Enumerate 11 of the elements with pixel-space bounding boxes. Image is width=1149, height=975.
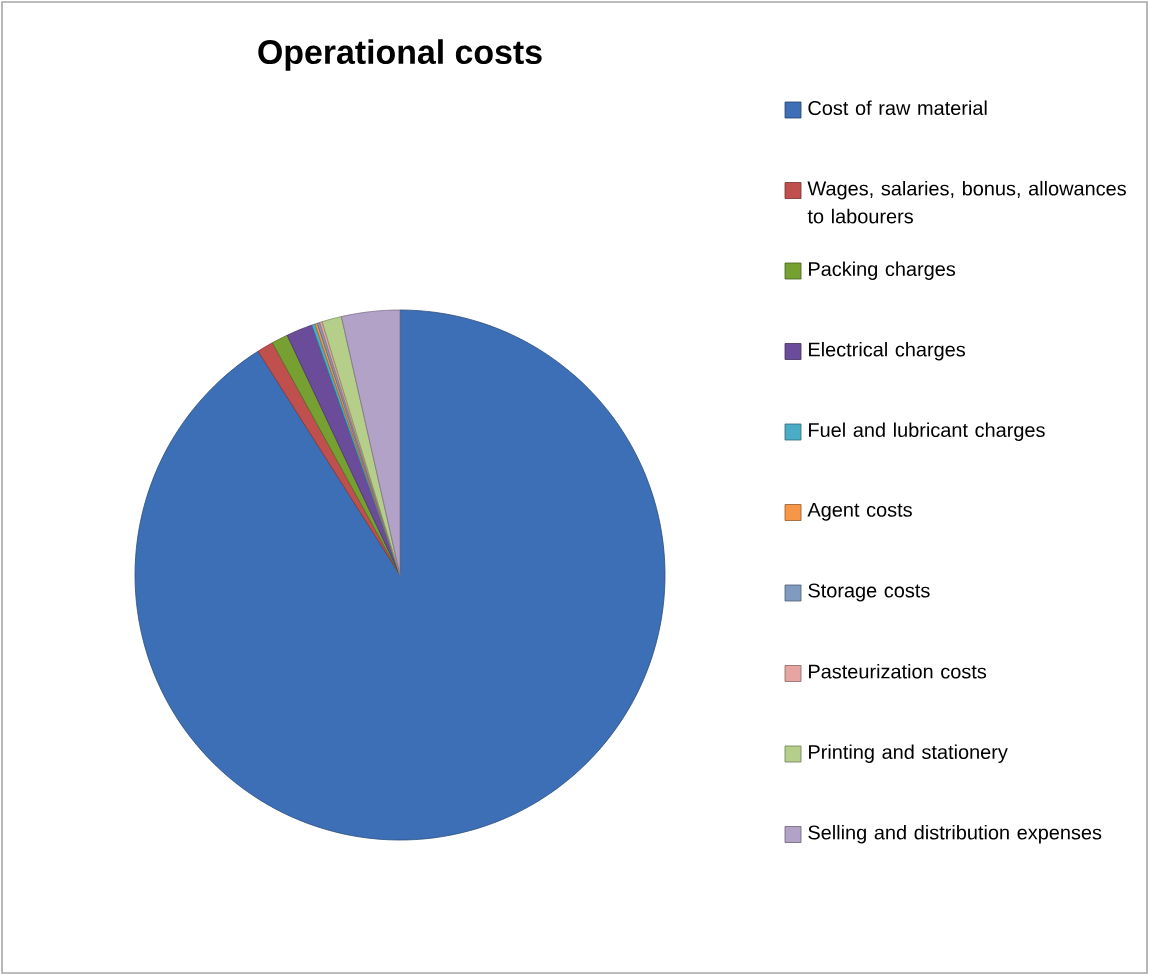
legend-label: Agent costs xyxy=(807,502,912,521)
chart-title: Operational costs xyxy=(258,39,542,71)
legend-label: Wages, salaries, bonus, allowances to labourers xyxy=(807,180,1126,224)
legend-label: Printing and stationery xyxy=(809,744,1008,763)
legend-label: Pasteurization costs xyxy=(809,663,987,679)
legend-label: Selling and distribution expenses xyxy=(808,824,1102,844)
legend-label: Fuel and lubricant charges xyxy=(809,422,1045,441)
legend-label: Electrical charges xyxy=(809,341,966,361)
legend-label: Cost of raw material xyxy=(808,100,987,116)
legend-label: Storage costs xyxy=(808,583,930,602)
legend-label: Packing charges xyxy=(809,261,956,280)
